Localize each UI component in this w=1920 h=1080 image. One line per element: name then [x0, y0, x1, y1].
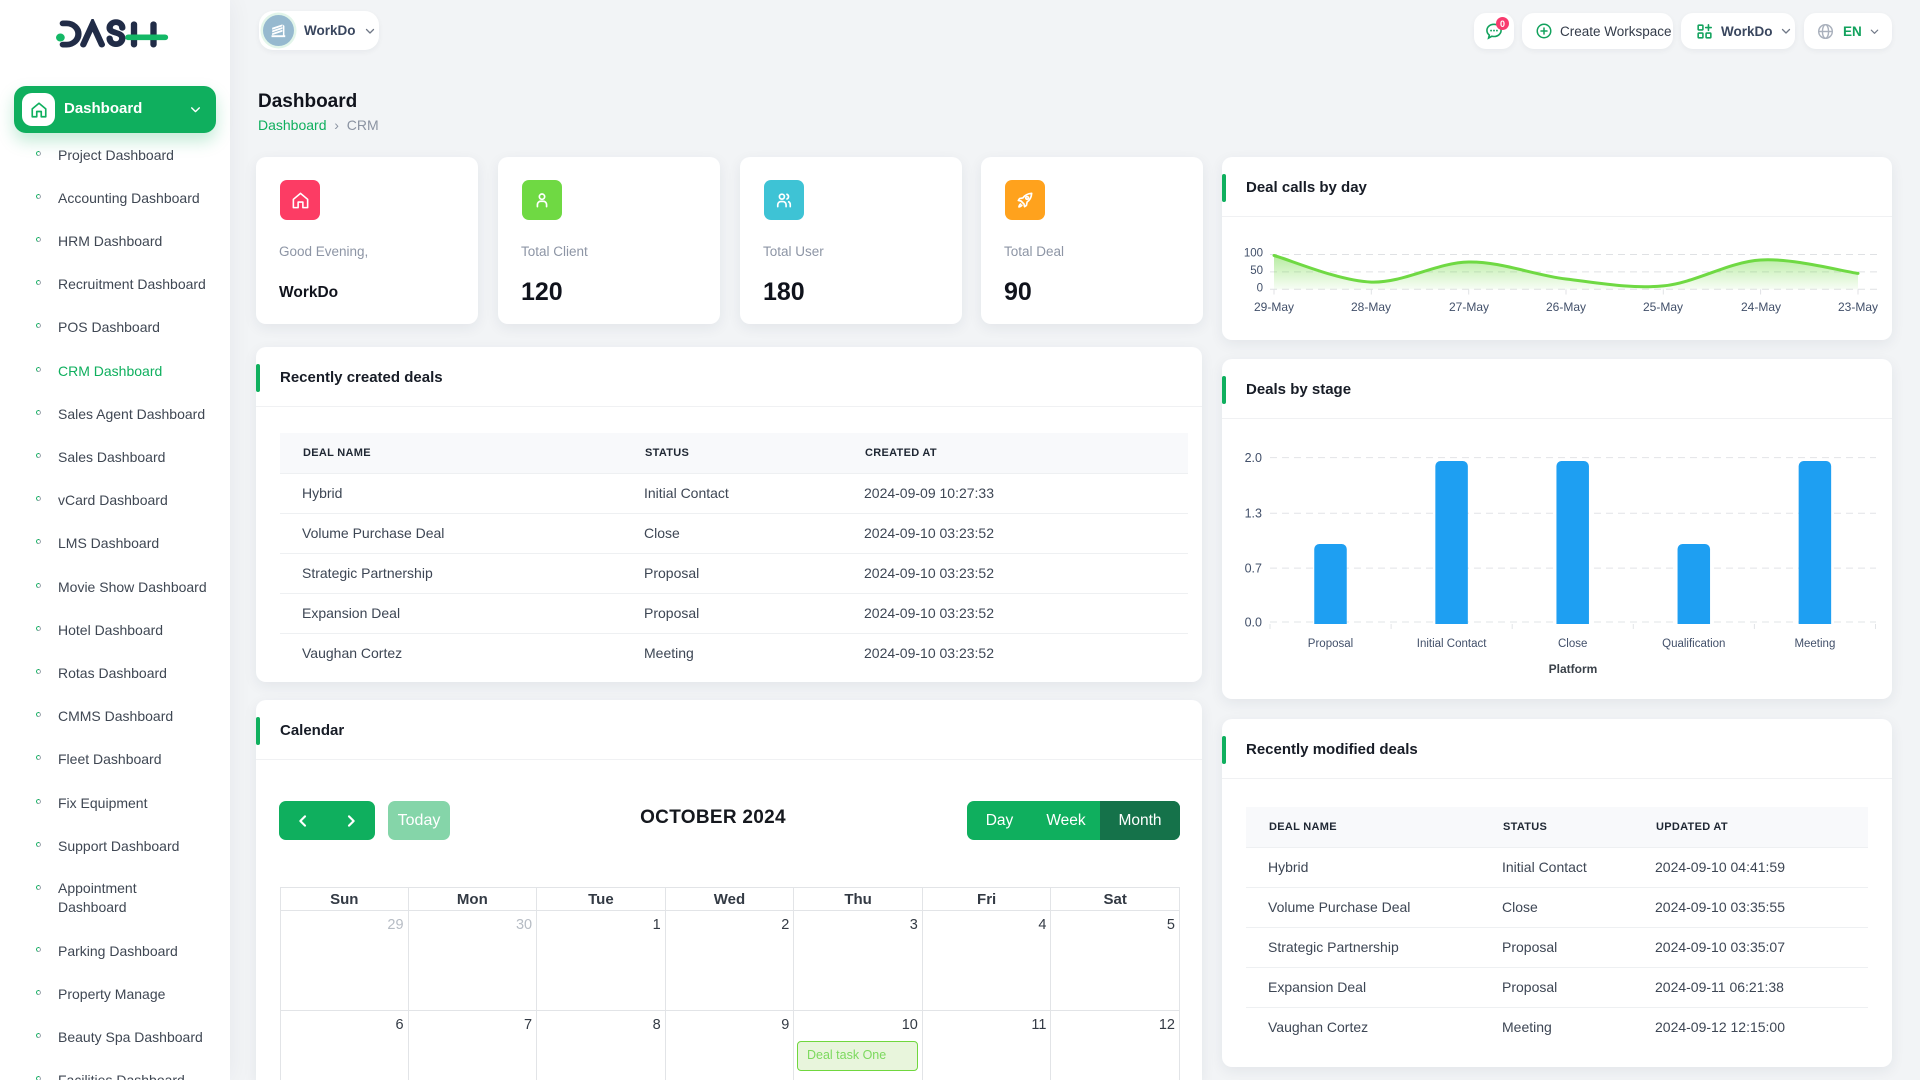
svg-text:29-May: 29-May	[1254, 300, 1294, 314]
svg-text:0: 0	[1257, 282, 1263, 294]
svg-text:25-May: 25-May	[1643, 300, 1683, 314]
svg-text:Initial Contact: Initial Contact	[1417, 638, 1487, 650]
svg-text:Proposal: Proposal	[1308, 638, 1353, 650]
svg-text:100: 100	[1244, 248, 1263, 260]
svg-text:Meeting: Meeting	[1794, 638, 1835, 650]
svg-text:50: 50	[1250, 265, 1263, 277]
svg-text:1.3: 1.3	[1245, 507, 1262, 521]
svg-text:28-May: 28-May	[1351, 300, 1391, 314]
svg-text:Platform: Platform	[1549, 662, 1598, 676]
svg-text:27-May: 27-May	[1449, 300, 1489, 314]
svg-text:Close: Close	[1558, 638, 1587, 650]
svg-text:0.0: 0.0	[1245, 616, 1262, 630]
svg-text:0.7: 0.7	[1245, 562, 1262, 576]
svg-text:24-May: 24-May	[1741, 300, 1781, 314]
svg-text:26-May: 26-May	[1546, 300, 1586, 314]
svg-text:2.0: 2.0	[1245, 451, 1262, 465]
svg-text:Qualification: Qualification	[1662, 638, 1725, 650]
svg-text:23-May: 23-May	[1838, 300, 1878, 314]
